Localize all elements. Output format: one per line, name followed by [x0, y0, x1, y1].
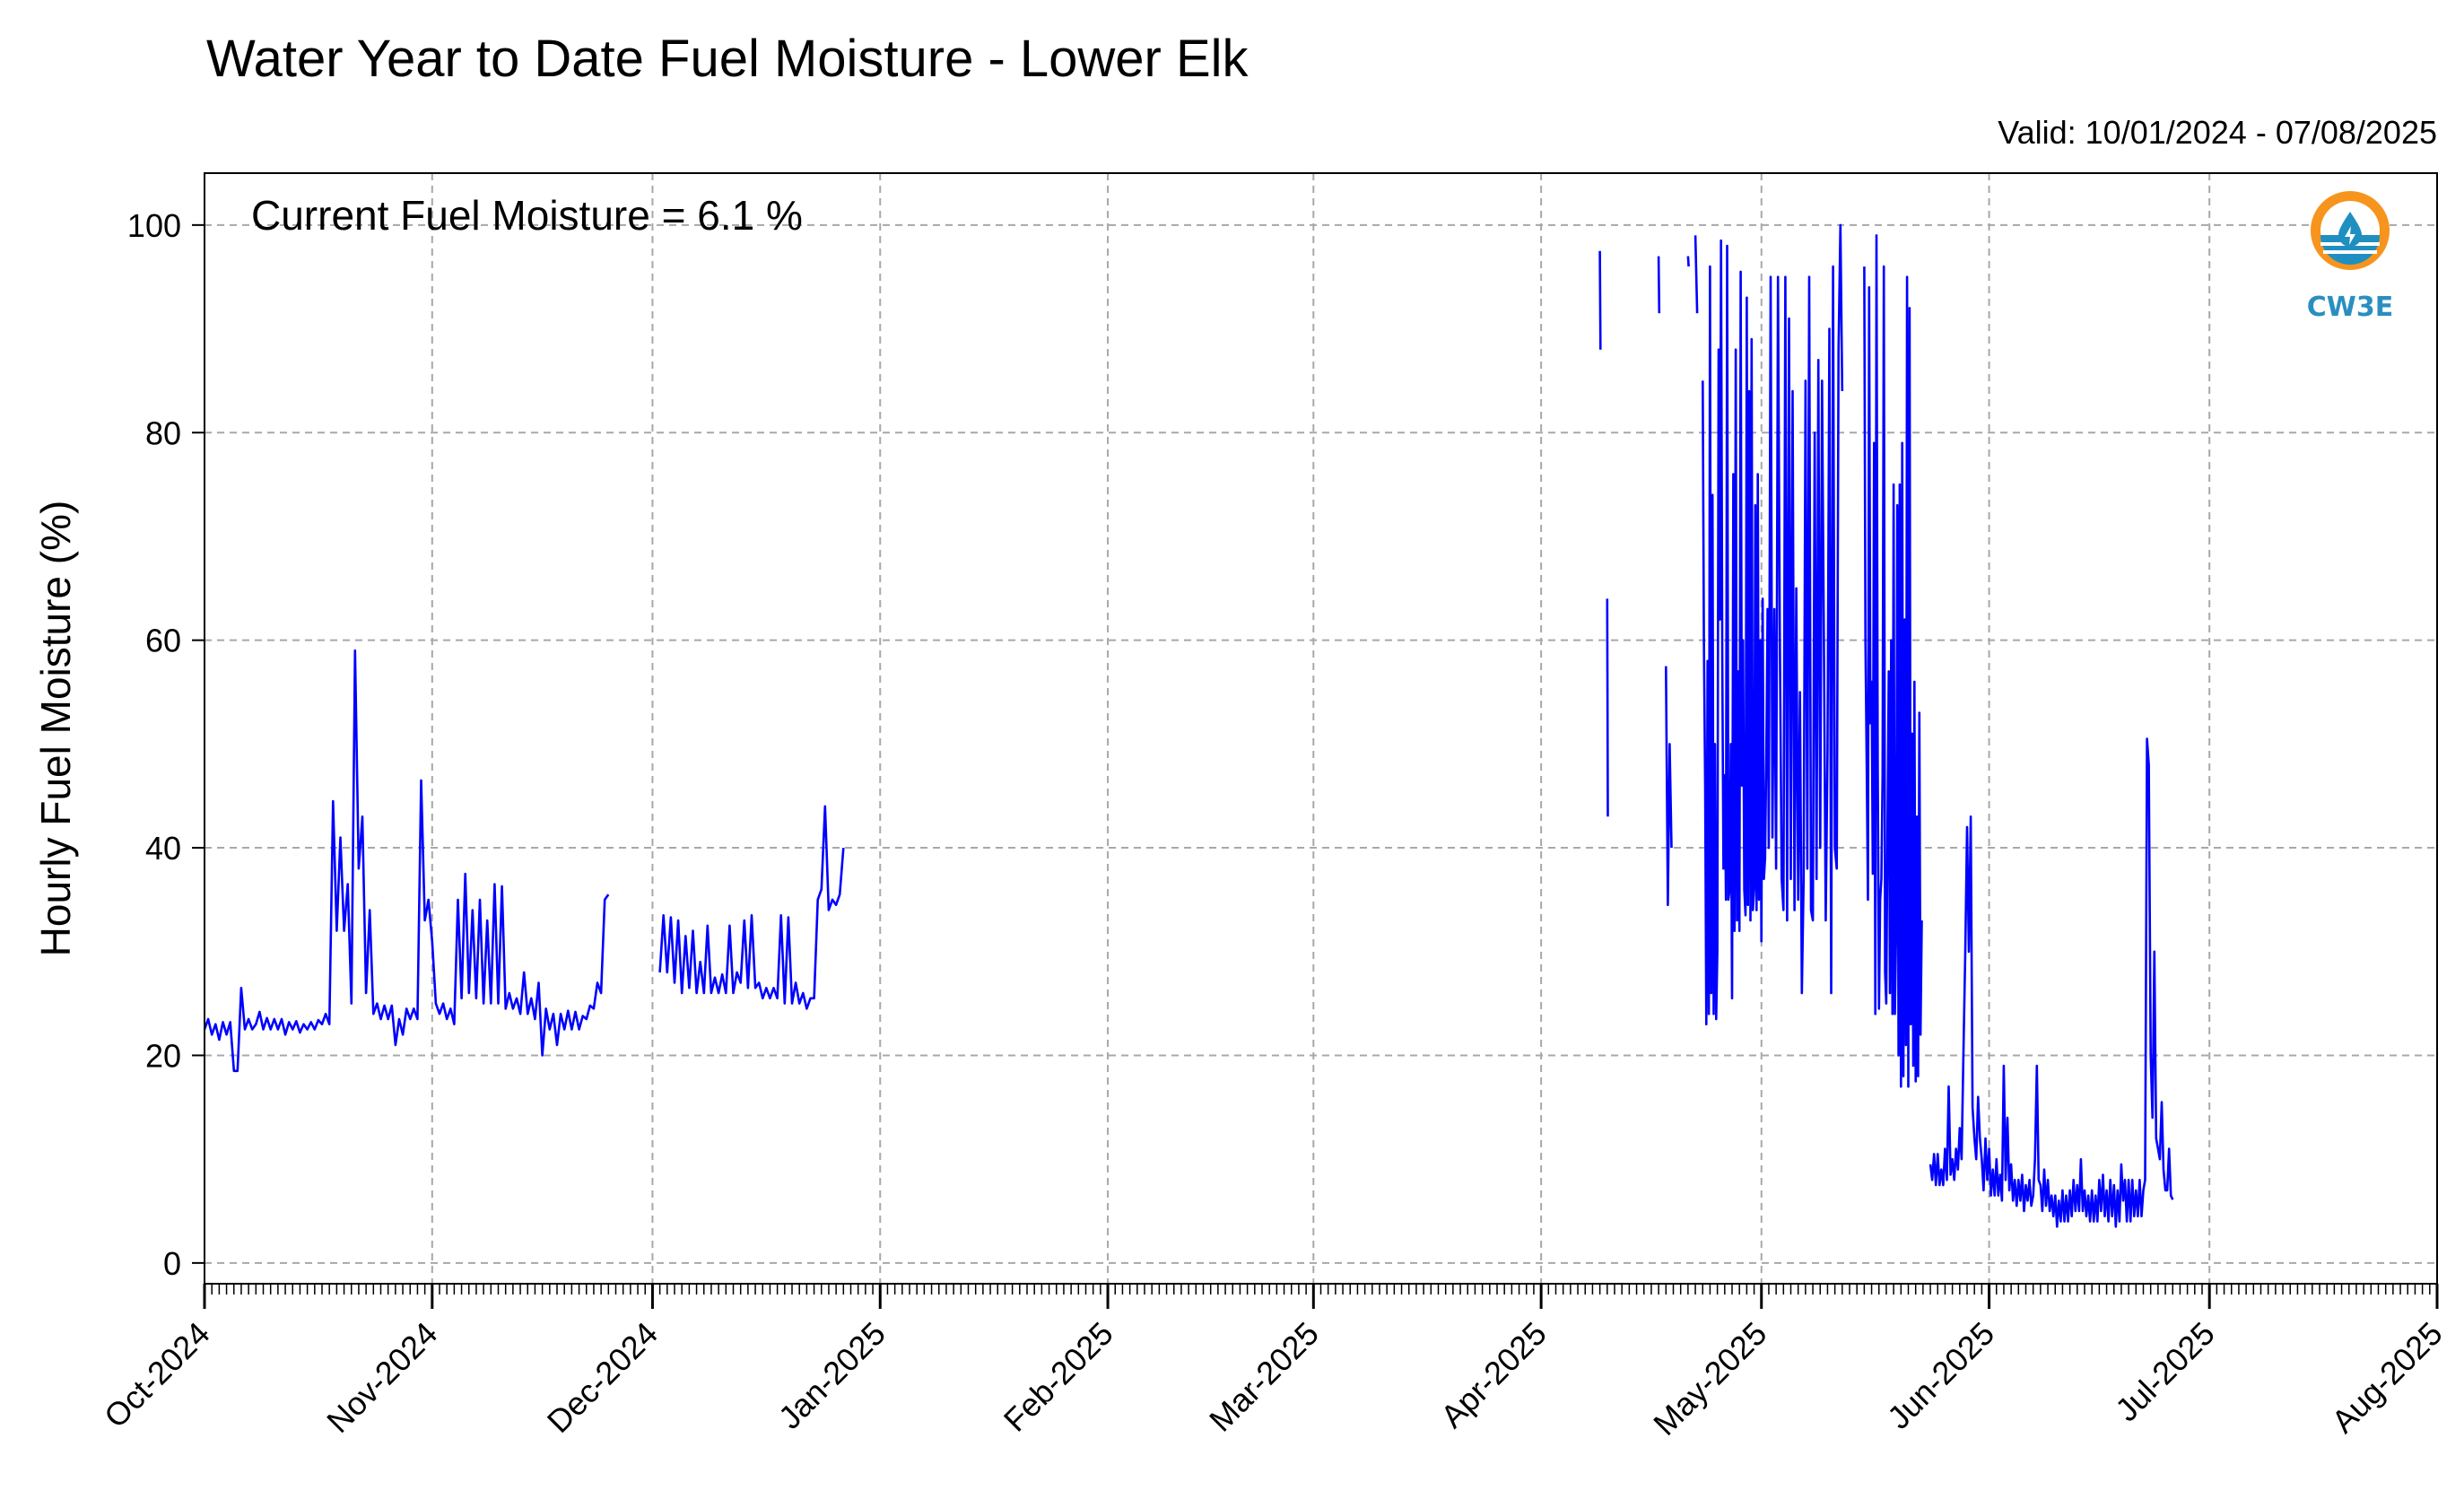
x-tick-label: Oct-2024 [97, 1315, 217, 1435]
cw3e-logo: CW3E [2307, 191, 2393, 323]
y-tick-label: 40 [145, 830, 181, 867]
x-tick-label: Jul-2025 [2108, 1315, 2222, 1429]
x-tick-label: Jun-2025 [1880, 1315, 2001, 1436]
x-tick-label: Feb-2025 [997, 1315, 1120, 1439]
plot-frame [204, 172, 2438, 1285]
grid-lines [204, 173, 2438, 1284]
y-tick-label: 60 [145, 623, 181, 659]
fuel-moisture-line-segment [1929, 737, 2174, 1228]
y-tick-label: 20 [145, 1037, 181, 1074]
fuel-moisture-series [203, 223, 2174, 1228]
x-tick-label: Nov-2024 [319, 1315, 444, 1440]
chart-title: Water Year to Date Fuel Moisture - Lower… [206, 30, 1249, 88]
y-axis-label: Hourly Fuel Moisture (%) [32, 501, 79, 957]
fuel-moisture-line-segment [1863, 234, 1923, 1088]
current-fuel-moisture-annotation: Current Fuel Moisture = 6.1 % [251, 192, 803, 239]
y-tick-label: 100 [127, 207, 181, 244]
x-tick-label: Apr-2025 [1433, 1315, 1554, 1435]
y-tick-label: 80 [145, 414, 181, 451]
valid-date-range: Valid: 10/01/2024 - 07/08/2025 [1998, 114, 2437, 151]
fuel-moisture-line-segment [1598, 250, 1602, 350]
fuel-moisture-line-segment [1665, 666, 1673, 906]
fuel-moisture-line-segment [1702, 223, 1844, 1025]
y-tick-label: 0 [163, 1245, 181, 1282]
logo-text: CW3E [2307, 292, 2393, 323]
fuel-moisture-line-segment [658, 805, 845, 1010]
fuel-moisture-line-segment [1686, 256, 1690, 267]
fuel-moisture-line-segment [1606, 598, 1609, 817]
fuel-moisture-line-segment [1693, 235, 1699, 314]
x-tick-label: Mar-2025 [1202, 1315, 1326, 1439]
fuel-moisture-line-segment [203, 649, 610, 1073]
x-tick-label: Jan-2025 [771, 1315, 892, 1436]
x-tick-label: Dec-2024 [540, 1315, 665, 1440]
x-tick-label: May-2025 [1646, 1315, 1773, 1443]
x-tick-label: Aug-2025 [2324, 1315, 2449, 1440]
x-minor-ticks [204, 1284, 2438, 1294]
axes: 0 20 40 60 80 100 Oct-2024 Nov-2024 Dec-2024 Jan-… [97, 172, 2450, 1443]
